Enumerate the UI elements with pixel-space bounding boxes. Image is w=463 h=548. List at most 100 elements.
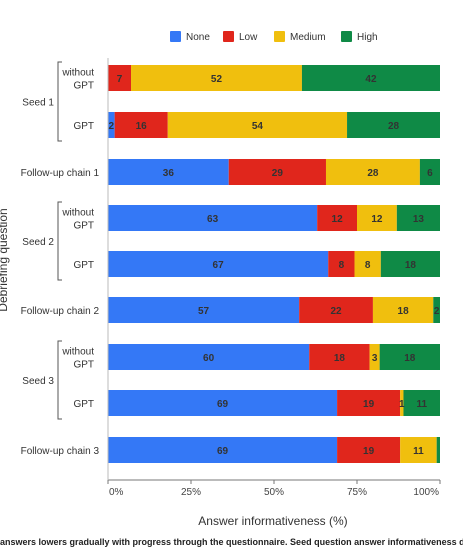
group-bracket-1 [57, 61, 62, 142]
data-label-high-row-5: 18 [405, 260, 417, 271]
data-label-medium-row-2: 54 [252, 121, 264, 132]
bar-segment-low-row-5 [328, 251, 355, 277]
y-axis-title: Debriefing question [0, 208, 10, 311]
data-label-low-row-4: 12 [332, 214, 344, 225]
legend-label-high: High [357, 32, 378, 43]
data-label-none-row-7: 60 [203, 353, 215, 364]
bar-segment-low-row-7 [309, 344, 370, 370]
group-label-1: Seed 1 [22, 98, 54, 109]
category-label-3: Follow-up chain 1 [21, 168, 100, 179]
bar-segment-none-row-8 [108, 390, 338, 416]
x-axis-title: Answer informativeness (%) [198, 514, 347, 528]
group-bracket-3 [57, 340, 62, 420]
category-labels: without GPT GPT Follow-up chain 1 without GPT… [21, 68, 100, 458]
bar-segment-high-row-2 [347, 112, 440, 138]
data-label-low-row-3: 29 [272, 168, 284, 179]
bar-segment-medium-row-9 [400, 437, 437, 463]
bar-segment-high-row-4 [396, 205, 440, 231]
data-label-none-row-9: 69 [217, 446, 229, 457]
bar-segment-none-row-9 [108, 437, 338, 463]
data-label-medium-row-1: 52 [211, 74, 223, 85]
bar-segment-low-row-3 [228, 159, 326, 185]
bar-segment-high-row-5 [380, 251, 440, 277]
data-label-high-row-4: 13 [413, 214, 425, 225]
legend-swatch-medium [274, 31, 285, 42]
bar-segment-low-row-6 [299, 297, 373, 323]
x-axis: 0% 25% 50% 75% 100% [107, 58, 441, 498]
legend-swatch-high [341, 31, 352, 42]
category-label-8: GPT [73, 399, 94, 410]
data-label-none-row-6: 57 [198, 306, 210, 317]
bar-segment-high-row-1 [301, 65, 440, 91]
group-label-3: Seed 3 [22, 376, 54, 387]
bar-segment-low-row-8 [337, 390, 401, 416]
data-label-low-row-8: 19 [363, 399, 375, 410]
x-tick-label-2: 25% [181, 487, 201, 498]
category-label-9: Follow-up chain 3 [21, 446, 100, 457]
legend: None Low Medium High [170, 31, 378, 43]
group-brackets: Seed 1 Seed 2 Seed 3 [22, 61, 62, 420]
bar-segment-medium-row-4 [357, 205, 397, 231]
data-label-none-row-3: 36 [163, 168, 175, 179]
bar-segment-high-row-9 [436, 437, 440, 463]
bar-segment-none-row-2 [108, 112, 115, 138]
x-tick-label-4: 75% [347, 487, 367, 498]
data-label-low-row-5: 8 [339, 260, 345, 271]
data-label-low-row-2: 16 [136, 121, 148, 132]
bar-segment-high-row-7 [379, 344, 440, 370]
data-label-low-row-6: 22 [330, 306, 342, 317]
data-label-none-row-5: 67 [213, 260, 225, 271]
legend-swatch-low [223, 31, 234, 42]
category-label-7: without GPT [61, 347, 94, 371]
bar-segment-high-row-6 [433, 297, 440, 323]
legend-label-none: None [186, 32, 210, 43]
bar-segment-low-row-4 [317, 205, 357, 231]
data-label-low-row-1: 7 [117, 74, 123, 85]
category-label-5: GPT [73, 260, 94, 271]
data-label-low-row-9: 19 [363, 446, 375, 457]
x-tick-label-5: 100% [413, 487, 439, 498]
legend-label-low: Low [239, 32, 258, 43]
data-label-medium-row-5: 8 [365, 260, 371, 271]
bar-segment-none-row-3 [108, 159, 229, 185]
bar-segment-medium-row-1 [131, 65, 302, 91]
bar-segment-medium-row-5 [354, 251, 381, 277]
bars [108, 65, 440, 463]
x-tick-label-3: 50% [264, 487, 284, 498]
data-label-high-row-1: 42 [365, 74, 377, 85]
bar-segment-none-row-7 [108, 344, 310, 370]
bar-segment-high-row-3 [419, 159, 440, 185]
bar-segment-high-row-8 [403, 390, 440, 416]
group-label-2: Seed 2 [22, 237, 54, 248]
data-label-none-row-8: 69 [217, 399, 229, 410]
data-label-medium-row-9: 11 [413, 446, 424, 457]
legend-label-medium: Medium [290, 32, 326, 43]
data-label-high-row-7: 18 [404, 353, 416, 364]
bar-segment-low-row-9 [337, 437, 401, 463]
category-label-6: Follow-up chain 2 [21, 306, 100, 317]
data-label-medium-row-7: 3 [372, 353, 378, 364]
bar-segment-none-row-5 [108, 251, 329, 277]
data-label-medium-row-6: 18 [398, 306, 410, 317]
category-label-1: without GPT [61, 68, 94, 92]
data-label-high-row-8: 11 [416, 399, 427, 410]
data-label-high-row-2: 28 [388, 121, 400, 132]
data-label-none-row-4: 63 [207, 214, 219, 225]
bar-segment-low-row-2 [114, 112, 168, 138]
bar-segment-medium-row-3 [325, 159, 420, 185]
data-label-medium-row-3: 28 [367, 168, 379, 179]
data-label-medium-row-4: 12 [371, 214, 383, 225]
category-label-4: without GPT [61, 208, 94, 232]
bar-segment-low-row-1 [108, 65, 132, 91]
data-label-high-row-3: 6 [427, 168, 433, 179]
legend-swatch-none [170, 31, 181, 42]
figure-caption: answers lowers gradually with progress t… [0, 537, 463, 547]
bar-segment-medium-row-7 [369, 344, 380, 370]
bar-segment-none-row-6 [108, 297, 300, 323]
data-label-high-row-6: 2 [434, 306, 440, 317]
data-label-medium-row-8: 1 [399, 399, 405, 410]
bar-segment-medium-row-8 [400, 390, 404, 416]
bar-segment-medium-row-6 [372, 297, 434, 323]
data-label-none-row-2: 2 [109, 121, 115, 132]
